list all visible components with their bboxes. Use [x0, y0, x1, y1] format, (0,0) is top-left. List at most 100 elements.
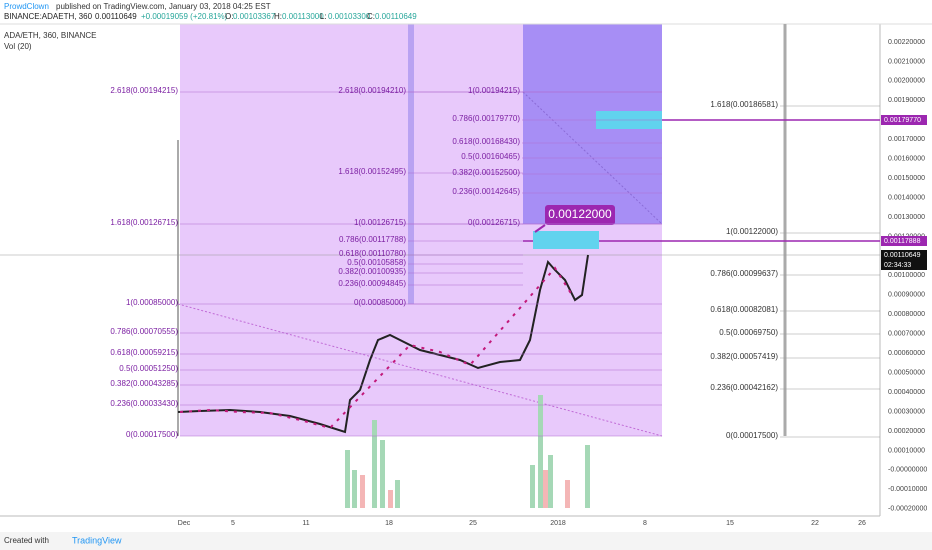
- volume-bars-red: [360, 470, 570, 508]
- price-label: -0.00010000: [888, 486, 927, 493]
- fib-label: 0(0.00017500): [726, 431, 778, 440]
- price-label: 0.00040000: [888, 389, 925, 396]
- price-tag: 02:34:33: [884, 262, 911, 269]
- header-c: 0.00110649: [375, 12, 417, 21]
- fib-label: 0.618(0.00168430): [452, 137, 520, 146]
- price-label: -0.00020000: [888, 506, 927, 513]
- fib-label: 1(0.00126715): [354, 218, 406, 227]
- header-l: 0.00103300: [328, 12, 371, 21]
- fib-label: 1.618(0.00186581): [710, 100, 778, 109]
- fib-label: 1(0.00194215): [468, 86, 520, 95]
- fib-label: 0(0.00126715): [468, 218, 520, 227]
- fib-label: 0.786(0.00179770): [452, 114, 520, 123]
- price-label: 0.00130000: [888, 214, 925, 221]
- fib-label: 0.786(0.00070555): [110, 327, 178, 336]
- price-label: 0.00020000: [888, 428, 925, 435]
- price-label: 0.00060000: [888, 350, 925, 357]
- callout-box: [545, 205, 615, 225]
- callout-text: 0.00122000: [548, 207, 612, 221]
- fib-label: 0.786(0.00117788): [339, 235, 406, 244]
- fib-label: 0.382(0.00100935): [338, 267, 406, 276]
- fib-label: 0.236(0.00142645): [452, 187, 520, 196]
- header-last: 0.00110649: [95, 12, 137, 21]
- date-label: 5: [231, 520, 235, 527]
- fib-label: 1(0.00085000): [126, 298, 178, 307]
- price-label: 0.00170000: [888, 136, 925, 143]
- header-l-label: L:: [320, 12, 327, 21]
- fib-label: 0.618(0.00082081): [710, 305, 778, 314]
- price-tag: 0.00117888: [884, 238, 921, 245]
- fib-label: 0(0.00017500): [126, 430, 178, 439]
- fib-label: 0.618(0.00059215): [110, 348, 178, 357]
- date-label: 15: [726, 520, 734, 527]
- price-label: 0.00160000: [888, 156, 925, 163]
- price-label: 0.00200000: [888, 78, 925, 85]
- fib-label: 0.618(0.00110780): [339, 249, 406, 258]
- author[interactable]: ProwdClown: [4, 2, 49, 11]
- footer-created: Created with: [4, 536, 49, 545]
- header-change: +0.00019059 (+20.81%): [141, 12, 228, 21]
- date-label: Dec: [178, 520, 191, 527]
- footer-brand[interactable]: TradingView: [72, 535, 122, 545]
- price-tag-bg: [881, 250, 927, 260]
- date-label: 8: [643, 520, 647, 527]
- header-symbol: BINANCE:ADAETH, 360: [4, 12, 93, 21]
- price-line: [177, 254, 589, 434]
- price-label: 0.00100000: [888, 272, 925, 279]
- price-label: 0.00190000: [888, 97, 925, 104]
- fib-label: 1.618(0.00126715): [110, 218, 178, 227]
- price-tag-bg: [881, 115, 927, 125]
- fib-label: 1.618(0.00152495): [338, 167, 406, 176]
- price-label: 0.00150000: [888, 175, 925, 182]
- header-h: 0.00113000: [282, 12, 324, 21]
- date-label: 22: [811, 520, 819, 527]
- header-o-label: O:: [225, 12, 233, 21]
- fib-strip: [408, 24, 414, 304]
- header-o: 0.00103367: [233, 12, 276, 21]
- price-label: 0.00220000: [888, 39, 925, 46]
- date-label: 18: [385, 520, 393, 527]
- header-h-label: H:: [274, 12, 282, 21]
- fib-label: 0.786(0.00099637): [710, 269, 778, 278]
- price-tag-bg: [881, 260, 927, 270]
- callout-pointer: [534, 224, 546, 233]
- price-label: 0.00010000: [888, 447, 925, 454]
- fib-label: 0.382(0.00057419): [710, 352, 778, 361]
- volume-label: Vol (20): [4, 42, 32, 51]
- volume-bars: [345, 395, 590, 508]
- fib-label: 0.5(0.00160465): [461, 152, 520, 161]
- price-label: 0.00140000: [888, 194, 925, 201]
- price-label: 0.00030000: [888, 408, 925, 415]
- published: published on TradingView.com, January 03…: [56, 2, 271, 11]
- fib-label: 0.236(0.00033430): [110, 399, 178, 408]
- date-label: 11: [302, 520, 309, 527]
- fib-label: 2.618(0.00194215): [110, 86, 178, 95]
- date-label: 2018: [550, 520, 566, 527]
- fib-label: 0.236(0.00042162): [710, 383, 778, 392]
- date-label: 26: [858, 520, 866, 527]
- price-label: 0.00090000: [888, 292, 925, 299]
- header-c-label: C:: [367, 12, 375, 21]
- footer-bar: [0, 532, 932, 550]
- date-label: 25: [469, 520, 477, 527]
- target-box: [533, 231, 599, 249]
- fib-label: 0.382(0.00152500): [452, 168, 520, 177]
- chart-title: ADA/ETH, 360, BINANCE: [4, 31, 96, 40]
- fib-label: 0.236(0.00094845): [338, 279, 406, 288]
- price-label: 0.00210000: [888, 58, 925, 65]
- price-label: -0.00000000: [888, 467, 927, 474]
- price-label: 0.00070000: [888, 331, 925, 338]
- fib-label: 0.5(0.00069750): [719, 328, 778, 337]
- fib-label: 1(0.00122000): [726, 227, 778, 236]
- price-label: 0.00050000: [888, 369, 925, 376]
- price-tag: 0.00110649: [884, 252, 921, 259]
- price-label: 0.00080000: [888, 311, 925, 318]
- fib-label: 0.5(0.00105858): [347, 258, 406, 267]
- price-tag-bg: [881, 236, 927, 246]
- fib-label: 0.382(0.00043285): [110, 379, 178, 388]
- fib-label: 0(0.00085000): [354, 298, 406, 307]
- price-tag: 0.00179770: [884, 117, 921, 124]
- fib-label: 0.5(0.00051250): [119, 364, 178, 373]
- fib-label: 2.618(0.00194210): [338, 86, 406, 95]
